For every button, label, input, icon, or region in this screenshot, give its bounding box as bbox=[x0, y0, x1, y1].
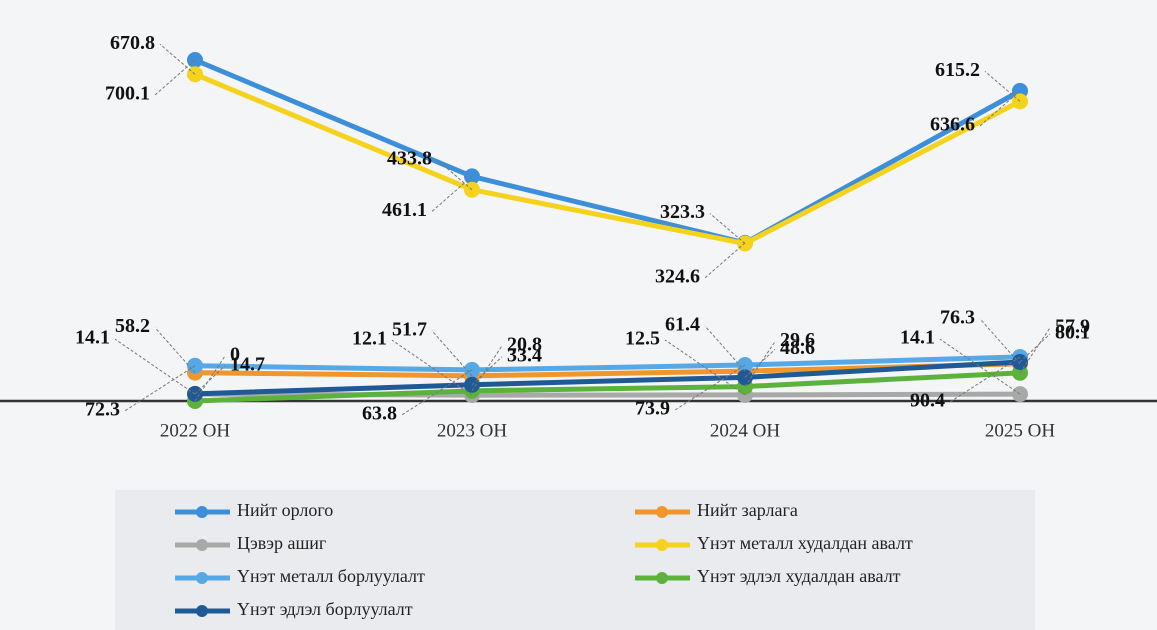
x-tick-label: 2024 ОН bbox=[710, 420, 780, 441]
leader-line bbox=[124, 365, 196, 412]
leader-line bbox=[744, 341, 776, 387]
value-label: 29.6 bbox=[780, 329, 815, 351]
legend-label: Үнэт эдлэл худалдан авалт bbox=[697, 566, 901, 586]
series-line bbox=[194, 57, 1022, 246]
value-label: 80.1 bbox=[1055, 322, 1090, 344]
value-label: 73.9 bbox=[635, 398, 670, 420]
x-tick-label: 2025 ОН bbox=[985, 420, 1055, 441]
leader-line bbox=[664, 339, 746, 396]
leader-line bbox=[431, 330, 473, 377]
leader-line bbox=[984, 70, 1021, 102]
legend-marker bbox=[196, 506, 208, 518]
value-label: 63.8 bbox=[362, 403, 397, 425]
leader-line bbox=[704, 325, 746, 372]
leader-line bbox=[939, 338, 1021, 395]
legend-label: Үнэт металл борлуулалт bbox=[237, 566, 425, 586]
value-label: 323.3 bbox=[660, 201, 705, 223]
leader-line bbox=[154, 59, 196, 96]
series-line bbox=[194, 354, 1021, 373]
series-line bbox=[194, 359, 1021, 397]
value-label: 14.1 bbox=[75, 327, 110, 349]
leader-line bbox=[744, 348, 776, 378]
value-label: 12.1 bbox=[352, 328, 387, 350]
leader-line bbox=[949, 356, 1021, 403]
legend-marker bbox=[656, 539, 668, 551]
labels: 2022 ОН 2023 ОН 2024 ОН 2025 ОН 700.1 461.1 32… bbox=[75, 32, 1090, 441]
series-line bbox=[194, 71, 1022, 247]
value-label: 670.8 bbox=[110, 32, 155, 54]
value-label: 14.7 bbox=[230, 353, 265, 375]
legend-marker bbox=[656, 506, 668, 518]
x-tick-label: 2022 ОН bbox=[160, 420, 230, 441]
series-line bbox=[194, 370, 1021, 404]
value-label: 57.9 bbox=[1055, 315, 1090, 337]
value-label: 636.6 bbox=[930, 114, 975, 136]
leader-line bbox=[194, 355, 226, 402]
leader-line bbox=[431, 176, 473, 212]
value-label: 72.3 bbox=[85, 398, 120, 420]
value-label: 48.6 bbox=[780, 337, 815, 359]
legend-label: Үнэт эдлэл борлуулалт bbox=[237, 599, 413, 619]
value-label: 51.7 bbox=[392, 318, 427, 340]
leader-line bbox=[1019, 333, 1051, 363]
value-label: 324.6 bbox=[655, 265, 700, 287]
legend-box bbox=[115, 490, 1035, 630]
leader-line bbox=[114, 338, 196, 395]
value-label: 461.1 bbox=[382, 199, 427, 221]
leader-line bbox=[391, 339, 473, 396]
leader-line bbox=[704, 242, 746, 279]
leader-line bbox=[471, 345, 503, 392]
leader-line bbox=[674, 364, 746, 411]
leader-line bbox=[979, 90, 1021, 127]
value-label: 700.1 bbox=[105, 83, 150, 105]
value-label: 20.8 bbox=[507, 333, 542, 355]
legend-label: Нийт орлого bbox=[237, 500, 333, 520]
leader-line bbox=[194, 365, 226, 395]
value-label: 76.3 bbox=[940, 306, 975, 328]
value-label: 33.4 bbox=[507, 344, 542, 366]
value-label: 90.4 bbox=[910, 390, 945, 412]
value-label: 14.1 bbox=[900, 327, 935, 349]
x-tick-label: 2023 ОН bbox=[437, 420, 507, 441]
leader-line bbox=[709, 213, 746, 244]
value-label: 58.2 bbox=[115, 315, 150, 337]
legend-marker bbox=[656, 572, 668, 584]
leader-line bbox=[979, 318, 1021, 365]
legend-marker bbox=[196, 539, 208, 551]
value-label: 0 bbox=[230, 344, 240, 366]
leader-line bbox=[471, 356, 503, 386]
legend-label: Нийт зарлага bbox=[697, 500, 798, 520]
legend-label: Цэвэр ашиг bbox=[237, 533, 326, 553]
leader-line bbox=[159, 43, 196, 75]
leader-line bbox=[154, 327, 196, 373]
leader-line bbox=[436, 159, 473, 191]
legend: Нийт орлого Нийт зарлага Цэвэр ашиг Үнэт ме… bbox=[175, 500, 913, 619]
legend-marker bbox=[196, 605, 208, 617]
leader-line bbox=[401, 369, 473, 416]
legend-marker bbox=[196, 572, 208, 584]
leader-line bbox=[1019, 327, 1051, 374]
value-label: 433.8 bbox=[387, 147, 432, 169]
value-label: 615.2 bbox=[935, 59, 980, 81]
legend-label: Үнэт металл худалдан авалт bbox=[697, 533, 913, 553]
value-label: 61.4 bbox=[665, 314, 700, 336]
value-label: 12.5 bbox=[625, 328, 660, 350]
